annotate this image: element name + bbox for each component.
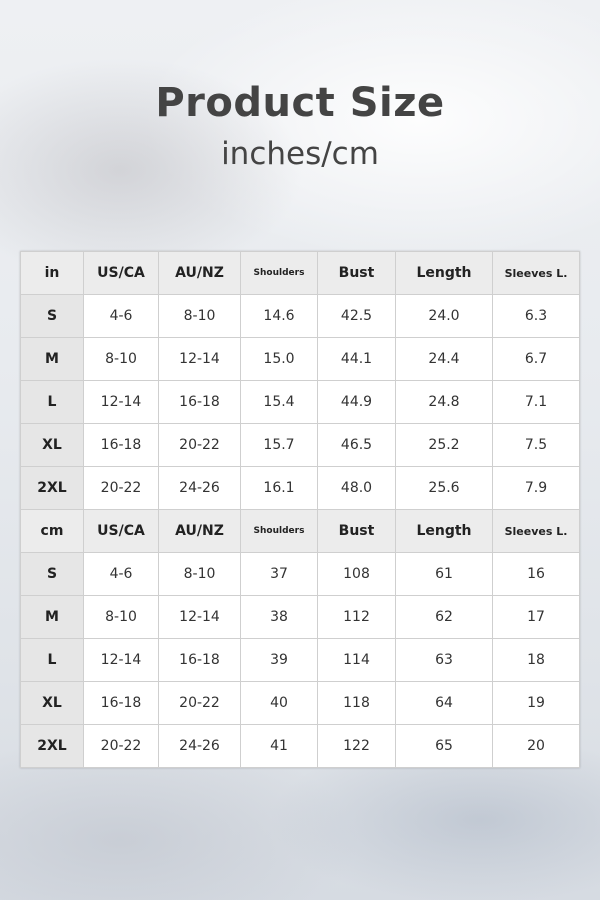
table-row: S 4-6 8-10 14.6 42.5 24.0 6.3 [20,294,580,338]
table-cell: 4-6 [83,552,159,596]
table-cell: 112 [317,595,396,639]
column-header: Bust [317,251,396,295]
table-cell: 7.9 [492,466,580,510]
table-cell: 122 [317,724,396,768]
table-cell: 6.3 [492,294,580,338]
table-cell: 24-26 [158,724,241,768]
page-subtitle: inches/cm [221,136,379,172]
table-cell: 16-18 [83,423,159,467]
size-label: L [20,380,84,424]
table-cell: 65 [395,724,493,768]
table-cell: 37 [240,552,318,596]
table-cell: 18 [492,638,580,682]
table-cell: 8-10 [158,294,241,338]
size-label: XL [20,681,84,725]
size-label: M [20,337,84,381]
table-cell: 8-10 [158,552,241,596]
table-cell: 12-14 [158,595,241,639]
column-header: Shoulders [240,509,318,553]
column-header: cm [20,509,84,553]
table-row: XL 16-18 20-22 40 118 64 19 [20,681,580,725]
column-header: US/CA [83,509,159,553]
size-label: L [20,638,84,682]
table-cell: 44.9 [317,380,396,424]
column-header: in [20,251,84,295]
table-row: L 12-14 16-18 15.4 44.9 24.8 7.1 [20,380,580,424]
size-chart-table: in US/CA AU/NZ Shoulders Bust Length Sleeves L… [20,251,580,768]
table-cell: 64 [395,681,493,725]
column-header: Sleeves L. [492,251,580,295]
table-cell: 63 [395,638,493,682]
table-cell: 7.1 [492,380,580,424]
table-cell: 12-14 [83,380,159,424]
table-cell: 25.6 [395,466,493,510]
column-header: US/CA [83,251,159,295]
column-header: Length [395,251,493,295]
table-cell: 24.0 [395,294,493,338]
table-cell: 24-26 [158,466,241,510]
size-label: 2XL [20,466,84,510]
table-cell: 25.2 [395,423,493,467]
table-cell: 6.7 [492,337,580,381]
table-cell: 20-22 [158,681,241,725]
table-cell: 16.1 [240,466,318,510]
column-header: Length [395,509,493,553]
table-cell: 16-18 [158,380,241,424]
size-label: M [20,595,84,639]
table-cell: 61 [395,552,493,596]
table-row: S 4-6 8-10 37 108 61 16 [20,552,580,596]
table-cell: 15.0 [240,337,318,381]
column-header: Shoulders [240,251,318,295]
table-cell: 24.8 [395,380,493,424]
inches-header-row: in US/CA AU/NZ Shoulders Bust Length Sleeves L… [20,251,580,295]
table-cell: 44.1 [317,337,396,381]
size-label: S [20,552,84,596]
table-cell: 15.7 [240,423,318,467]
table-cell: 12-14 [83,638,159,682]
table-cell: 39 [240,638,318,682]
cm-header-row: cm US/CA AU/NZ Shoulders Bust Length Sleeves L… [20,509,580,553]
table-cell: 42.5 [317,294,396,338]
table-cell: 16-18 [83,681,159,725]
table-cell: 46.5 [317,423,396,467]
table-row: XL 16-18 20-22 15.7 46.5 25.2 7.5 [20,423,580,467]
table-row: L 12-14 16-18 39 114 63 18 [20,638,580,682]
table-cell: 15.4 [240,380,318,424]
table-cell: 14.6 [240,294,318,338]
table-cell: 20-22 [158,423,241,467]
size-label: S [20,294,84,338]
table-row: 2XL 20-22 24-26 16.1 48.0 25.6 7.9 [20,466,580,510]
table-cell: 12-14 [158,337,241,381]
table-cell: 38 [240,595,318,639]
column-header: Sleeves L. [492,509,580,553]
table-cell: 48.0 [317,466,396,510]
table-cell: 17 [492,595,580,639]
table-cell: 114 [317,638,396,682]
table-cell: 24.4 [395,337,493,381]
table-cell: 62 [395,595,493,639]
table-row: M 8-10 12-14 38 112 62 17 [20,595,580,639]
table-row: M 8-10 12-14 15.0 44.1 24.4 6.7 [20,337,580,381]
table-cell: 20 [492,724,580,768]
table-cell: 118 [317,681,396,725]
size-label: 2XL [20,724,84,768]
table-cell: 16-18 [158,638,241,682]
table-cell: 8-10 [83,595,159,639]
column-header: AU/NZ [158,509,241,553]
table-row: 2XL 20-22 24-26 41 122 65 20 [20,724,580,768]
column-header: AU/NZ [158,251,241,295]
table-cell: 41 [240,724,318,768]
table-cell: 7.5 [492,423,580,467]
size-label: XL [20,423,84,467]
column-header: Bust [317,509,396,553]
table-cell: 40 [240,681,318,725]
table-cell: 20-22 [83,466,159,510]
page-title: Product Size [155,80,445,126]
table-cell: 4-6 [83,294,159,338]
table-cell: 108 [317,552,396,596]
table-cell: 19 [492,681,580,725]
table-cell: 20-22 [83,724,159,768]
table-cell: 8-10 [83,337,159,381]
table-cell: 16 [492,552,580,596]
